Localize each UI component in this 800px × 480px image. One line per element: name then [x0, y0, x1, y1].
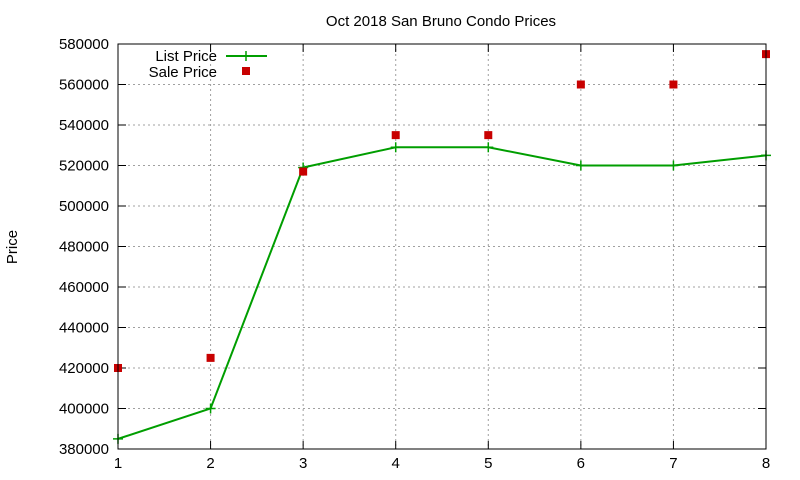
y-tick-label: 580000 — [59, 36, 109, 53]
x-tick-label: 4 — [392, 455, 400, 472]
list-price-point — [390, 142, 401, 153]
x-tick-label: 6 — [577, 455, 585, 472]
legend: List Price Sale Price — [149, 48, 267, 81]
x-tick-label: 7 — [669, 455, 677, 472]
legend-sample-sale-price — [242, 67, 250, 75]
y-tick-label: 460000 — [59, 279, 109, 296]
legend-sample-list-price — [226, 51, 267, 61]
sale-price-point — [484, 131, 493, 140]
series — [113, 50, 771, 444]
y-tick-label: 440000 — [59, 320, 109, 337]
list-price-point — [668, 160, 679, 171]
y-tick-label: 380000 — [59, 441, 109, 458]
x-tick-label: 2 — [206, 455, 214, 472]
y-tick-label: 500000 — [59, 198, 109, 215]
x-tick-label: 1 — [114, 455, 122, 472]
sale-price-point — [206, 353, 215, 362]
legend-label-list-price: List Price — [155, 48, 217, 65]
grid — [118, 44, 766, 449]
axis-ticks: 380000 400000 420000 440000 460000 480000 5000… — [59, 36, 770, 472]
sale-price-point — [299, 167, 308, 176]
y-tick-label: 420000 — [59, 360, 109, 377]
legend-label-sale-price: Sale Price — [149, 64, 217, 81]
list-price-point — [575, 160, 586, 171]
y-axis-label: Price — [4, 230, 21, 264]
plot-frame — [117, 43, 767, 450]
sale-price-point — [391, 131, 400, 140]
list-price-point — [205, 403, 216, 414]
list-price-line — [117, 146, 767, 440]
y-tick-label: 560000 — [59, 77, 109, 94]
y-tick-label: 540000 — [59, 117, 109, 134]
x-tick-label: 5 — [484, 455, 492, 472]
x-tick-label: 3 — [299, 455, 307, 472]
y-tick-label: 520000 — [59, 158, 109, 175]
x-tick-label: 8 — [762, 455, 770, 472]
chart-title: Oct 2018 San Bruno Condo Prices — [326, 13, 556, 30]
y-tick-label: 400000 — [59, 401, 109, 418]
sale-price-point — [576, 80, 585, 89]
list-price-point — [483, 142, 494, 153]
sale-price-point — [669, 80, 678, 89]
y-tick-label: 480000 — [59, 239, 109, 256]
legend-square-sale-price — [242, 67, 250, 75]
